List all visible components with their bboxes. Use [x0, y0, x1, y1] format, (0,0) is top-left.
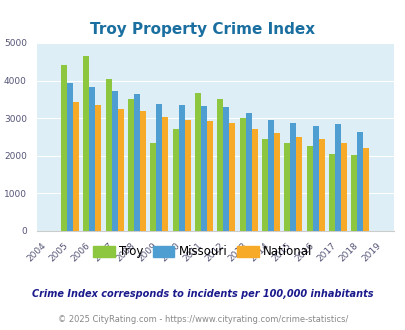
Bar: [156, 104, 162, 231]
Text: Troy Property Crime Index: Troy Property Crime Index: [90, 22, 315, 37]
Bar: [67, 83, 73, 231]
Bar: [105, 79, 111, 231]
Bar: [162, 116, 168, 231]
Bar: [128, 99, 134, 231]
Text: © 2025 CityRating.com - https://www.cityrating.com/crime-statistics/: © 2025 CityRating.com - https://www.city…: [58, 315, 347, 324]
Bar: [350, 155, 356, 231]
Bar: [328, 153, 334, 231]
Bar: [334, 124, 340, 231]
Bar: [95, 105, 101, 231]
Bar: [117, 110, 124, 231]
Bar: [296, 137, 302, 231]
Bar: [306, 147, 312, 231]
Bar: [340, 143, 346, 231]
Text: Crime Index corresponds to incidents per 100,000 inhabitants: Crime Index corresponds to incidents per…: [32, 289, 373, 299]
Bar: [217, 99, 223, 231]
Bar: [73, 102, 79, 231]
Bar: [261, 139, 267, 231]
Legend: Troy, Missouri, National: Troy, Missouri, National: [88, 241, 317, 263]
Bar: [267, 120, 273, 231]
Bar: [362, 148, 369, 231]
Bar: [245, 113, 251, 231]
Bar: [290, 123, 296, 231]
Bar: [207, 121, 213, 231]
Bar: [239, 118, 245, 231]
Bar: [312, 126, 318, 231]
Bar: [251, 129, 257, 231]
Bar: [284, 143, 290, 231]
Bar: [111, 91, 117, 231]
Bar: [356, 132, 362, 231]
Bar: [223, 107, 229, 231]
Bar: [229, 123, 235, 231]
Bar: [273, 133, 279, 231]
Bar: [184, 120, 190, 231]
Bar: [150, 143, 156, 231]
Bar: [134, 94, 140, 231]
Bar: [194, 92, 200, 231]
Bar: [318, 139, 324, 231]
Bar: [178, 105, 184, 231]
Bar: [172, 129, 178, 231]
Bar: [200, 107, 207, 231]
Bar: [61, 65, 67, 231]
Bar: [140, 111, 146, 231]
Bar: [83, 56, 89, 231]
Bar: [89, 87, 95, 231]
